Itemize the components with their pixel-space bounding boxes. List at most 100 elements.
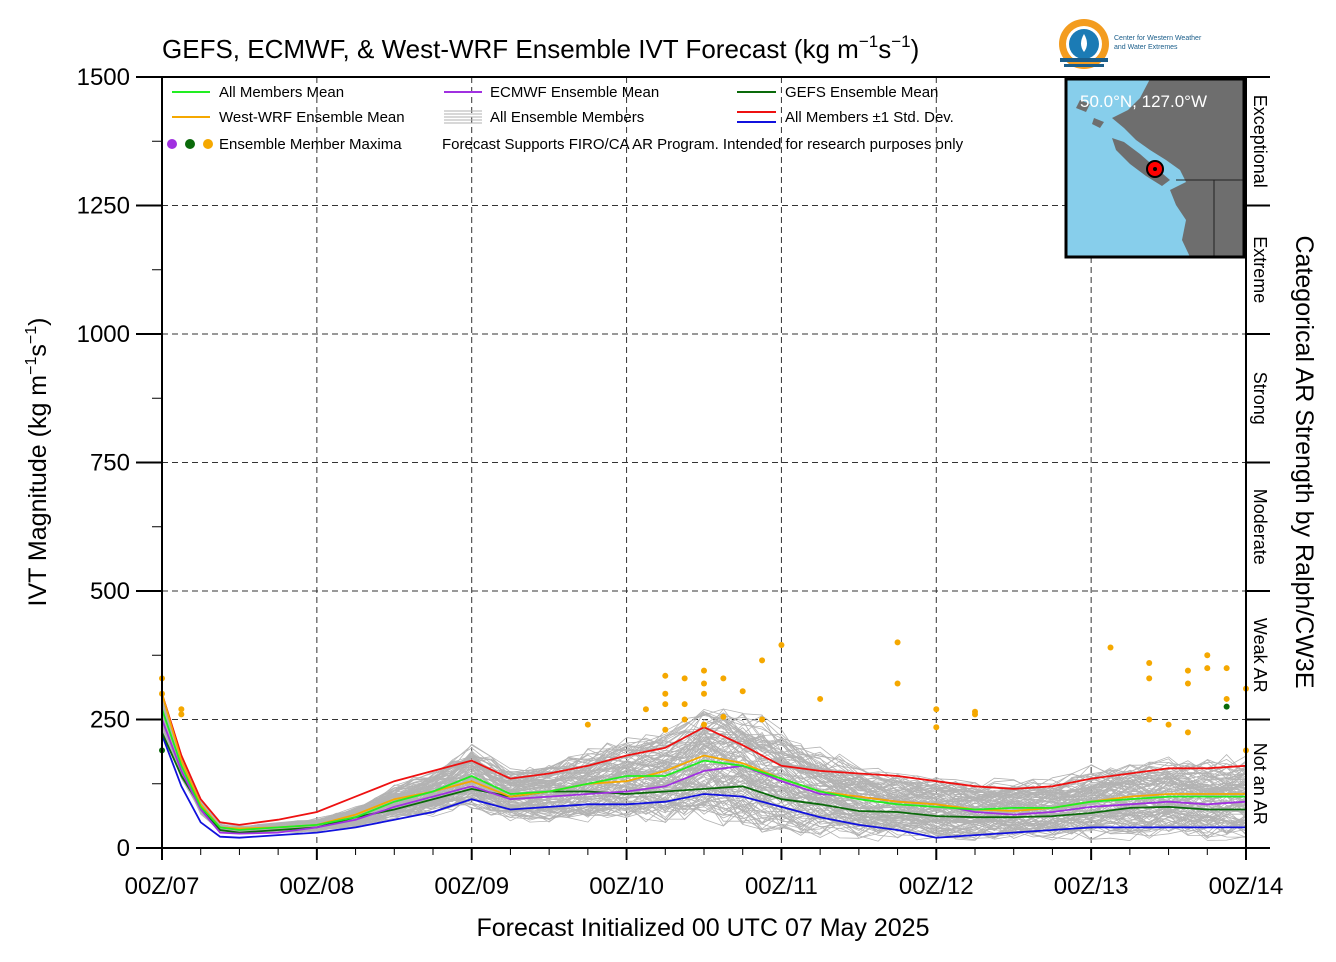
maxima-point [933, 706, 940, 713]
maxima-point [701, 667, 707, 674]
ensemble-member-line [161, 701, 1247, 830]
maxima-point [662, 726, 669, 733]
maxima-point [681, 716, 688, 723]
legend-all-members: All Ensemble Members [490, 109, 644, 126]
maxima-point [1223, 665, 1230, 672]
legend-dot-wrf [203, 139, 213, 149]
maxima-point [1107, 644, 1114, 651]
category-label: Moderate [1250, 489, 1270, 565]
x-tick-label: 00Z/12 [899, 873, 974, 900]
logo-text-line2: and Water Extremes [1114, 44, 1178, 51]
series-line-ecmwf-ensemble-mean [161, 719, 1247, 835]
x-axis-label: Forecast Initialized 00 UTC 07 May 2025 [477, 914, 930, 942]
ensemble-member-line [161, 724, 1247, 835]
maxima-point [1223, 703, 1230, 710]
ensemble-member-line [161, 723, 1247, 839]
right-axis-label: Categorical AR Strength by Ralph/CW3E [1290, 236, 1318, 689]
x-tick-label: 00Z/11 [745, 873, 818, 900]
maxima-point [1184, 680, 1191, 687]
legend-note: Forecast Supports FIRO/CA AR Program. In… [442, 136, 964, 153]
maxima-point [1146, 716, 1153, 723]
inset-location-label: 50.0°N, 127.0°W [1080, 92, 1207, 111]
legend-dot-ecmwf [167, 139, 177, 149]
y-tick-label: 1000 [77, 321, 130, 348]
plot-area: 00Z/07 00Z/08 00Z/09 00Z/10 00Z/11 00Z/12 00Z/… [77, 64, 1284, 900]
inset-frame [1064, 77, 1246, 259]
ensemble-member-line [161, 716, 1247, 835]
ensemble-members [161, 692, 1247, 842]
category-label: Exceptional [1250, 95, 1270, 188]
maxima-point [1223, 695, 1230, 702]
maxima-point [662, 690, 669, 697]
legend-maxima: Ensemble Member Maxima [219, 136, 402, 153]
legend-dot-gefs [185, 139, 195, 149]
maxima-point [701, 680, 707, 687]
maxima-point [662, 672, 669, 679]
maxima-point [759, 657, 766, 664]
maxima-point [1184, 729, 1191, 736]
maxima-point [720, 713, 727, 720]
y-tick-label: 1500 [77, 64, 130, 91]
ensemble-member-line [161, 718, 1247, 835]
logo-text-line1: Center for Western Weather [1114, 35, 1202, 42]
x-axis: 00Z/07 00Z/08 00Z/09 00Z/10 00Z/11 00Z/12 00Z/… [125, 848, 1284, 900]
y-tick-label: 1250 [77, 193, 130, 220]
ensemble-member-line [161, 698, 1247, 829]
y-tick-label: 250 [90, 707, 130, 734]
series-line-gefs-ensemble-mean [161, 732, 1246, 834]
x-tick-label: 00Z/10 [589, 873, 664, 900]
series-line-all-members-1-std-dev-lower- [161, 734, 1246, 839]
x-tick-label: 00Z/14 [1209, 873, 1284, 900]
maxima-point [584, 721, 591, 728]
maxima-point [972, 711, 978, 718]
maxima-point [662, 701, 669, 708]
category-label: Not an AR [1250, 743, 1270, 825]
legend-gefs-mean: GEFS Ensemble Mean [785, 84, 938, 101]
maxima-point [894, 639, 901, 646]
maxima-point [642, 706, 649, 713]
chart-title: GEFS, ECMWF, & West-WRF Ensemble IVT For… [162, 32, 919, 64]
inset-mainland [1112, 79, 1244, 257]
cw3e-logo: Center for Western Weather and Water Ext… [1059, 19, 1202, 69]
series-line-all-members-mean [161, 708, 1246, 831]
maxima-point [1204, 652, 1211, 659]
maxima-point [894, 680, 901, 687]
legend-all-mean: All Members Mean [219, 84, 344, 101]
x-tick-label: 00Z/07 [125, 873, 200, 900]
x-tick-label: 00Z/09 [434, 873, 509, 900]
maxima-point [817, 695, 824, 702]
maxima-point [778, 641, 785, 648]
series-line-all-members-1-std-dev- [161, 693, 1247, 826]
x-tick-label: 00Z/08 [279, 873, 354, 900]
legend-wrf-mean: West-WRF Ensemble Mean [219, 109, 405, 126]
legend-swatch-members [444, 110, 482, 124]
maxima-point [1204, 665, 1211, 672]
y-tick-label: 750 [90, 450, 130, 477]
maxima-point [759, 716, 766, 723]
category-label: Weak AR [1250, 618, 1270, 693]
ensemble-member-line [161, 702, 1247, 829]
inset-map: 50.0°N, 127.0°W [1064, 77, 1246, 259]
maxima-point [1165, 721, 1172, 728]
maxima-point [681, 675, 688, 682]
y-tick-label: 0 [117, 835, 130, 862]
maxima-point [933, 724, 940, 731]
category-axis: Not an AR Weak AR Moderate Strong Extreme Exc… [1246, 76, 1270, 849]
maxima-point [720, 675, 727, 682]
category-label: Extreme [1250, 236, 1270, 303]
maxima-point [1146, 675, 1153, 682]
maxima-point [1146, 659, 1153, 666]
maxima-point [681, 701, 688, 708]
legend: All Members Mean ECMWF Ensemble Mean GEF… [167, 84, 964, 153]
maxima-point [739, 688, 746, 695]
y-axis: 0 250 500 750 1000 1250 1500 [77, 64, 162, 862]
category-label: Strong [1250, 372, 1270, 425]
maxima-point [178, 706, 185, 713]
y-axis-label: IVT Magnitude (kg m−1s−1) [23, 318, 52, 607]
maxima-point [178, 711, 185, 718]
x-tick-label: 00Z/13 [1054, 873, 1129, 900]
maxima-point [701, 721, 707, 728]
legend-std-dev: All Members ±1 Std. Dev. [785, 109, 954, 126]
ensemble-member-line [161, 699, 1247, 828]
